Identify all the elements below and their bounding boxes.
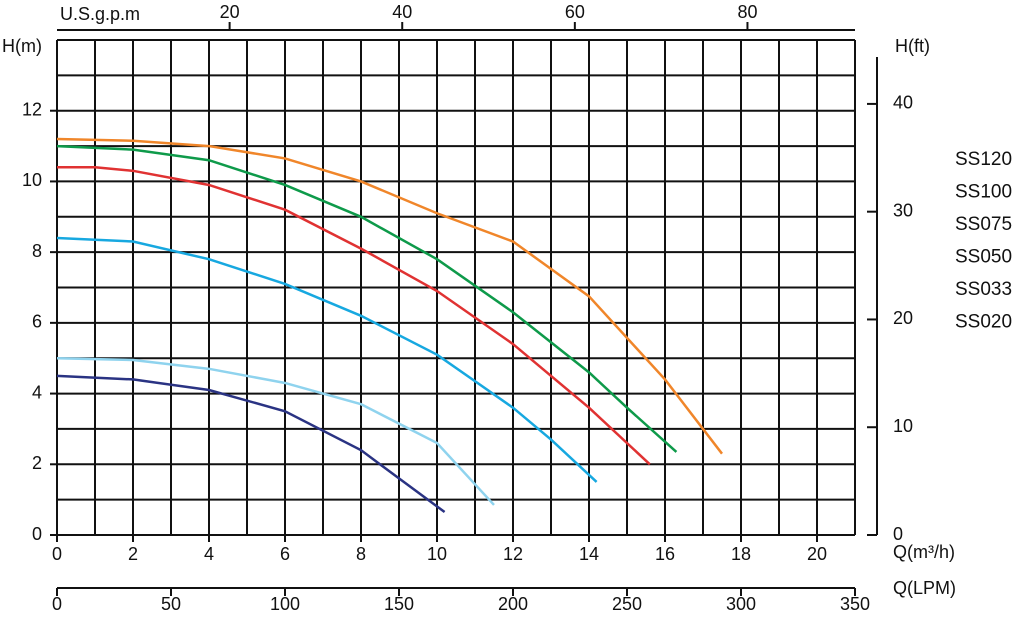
x-tick-label: 0 <box>52 544 62 564</box>
top-axis-label: U.S.g.p.m <box>60 4 140 24</box>
x-tick-label: 20 <box>807 544 827 564</box>
y2-tick-label: 0 <box>893 524 903 544</box>
bottom2-tick-label: 200 <box>498 594 528 614</box>
y-tick-label: 8 <box>32 241 42 261</box>
legend-label: SS033 <box>955 279 1012 300</box>
x-tick-label: 4 <box>204 544 214 564</box>
curve <box>57 166 651 466</box>
bottom2-tick-label: 50 <box>161 594 181 614</box>
bottom2-tick-label: 0 <box>52 594 62 614</box>
bottom2-tick-label: 150 <box>384 594 414 614</box>
legend-label: SS020 <box>955 312 1012 333</box>
x-tick-label: 8 <box>356 544 366 564</box>
y-tick-label: 12 <box>22 99 42 119</box>
bottom2-tick-label: 300 <box>726 594 756 614</box>
x-tick-label: 12 <box>503 544 523 564</box>
x-tick-label: 16 <box>655 544 675 564</box>
top-tick-label: 40 <box>392 2 412 22</box>
top-tick-label: 20 <box>220 2 240 22</box>
curve <box>56 137 723 455</box>
x-axis-label: Q(m³/h) <box>893 542 955 562</box>
y-axis-label: H(m) <box>2 36 42 56</box>
curve <box>56 356 495 506</box>
curve <box>56 236 598 483</box>
x-tick-label: 6 <box>280 544 290 564</box>
curve <box>56 144 678 453</box>
y-tick-label: 0 <box>32 524 42 544</box>
y2-tick-label: 10 <box>893 416 913 436</box>
top-tick-label: 80 <box>737 2 757 22</box>
y-tick-label: 2 <box>32 453 42 473</box>
y2-tick-label: 20 <box>893 308 913 328</box>
x-tick-label: 10 <box>427 544 447 564</box>
x-tick-label: 18 <box>731 544 751 564</box>
bottom2-tick-label: 350 <box>840 594 870 614</box>
y2-tick-label: 40 <box>893 93 913 113</box>
bottom-axis2-label: Q(LPM) <box>893 578 956 598</box>
curve <box>56 374 446 514</box>
bottom2-tick-label: 250 <box>612 594 642 614</box>
legend-label: SS075 <box>955 214 1012 235</box>
y-tick-label: 10 <box>22 170 42 190</box>
x-tick-label: 2 <box>128 544 138 564</box>
y-tick-label: 4 <box>32 382 42 402</box>
bottom2-tick-label: 100 <box>270 594 300 614</box>
y2-tick-label: 30 <box>893 200 913 220</box>
legend-label: SS050 <box>955 247 1012 268</box>
x-tick-label: 14 <box>579 544 599 564</box>
legend-label: SS100 <box>955 182 1012 203</box>
legend-label: SS120 <box>955 149 1012 170</box>
y-tick-label: 6 <box>32 312 42 332</box>
y2-axis-label: H(ft) <box>895 36 930 56</box>
top-tick-label: 60 <box>565 2 585 22</box>
